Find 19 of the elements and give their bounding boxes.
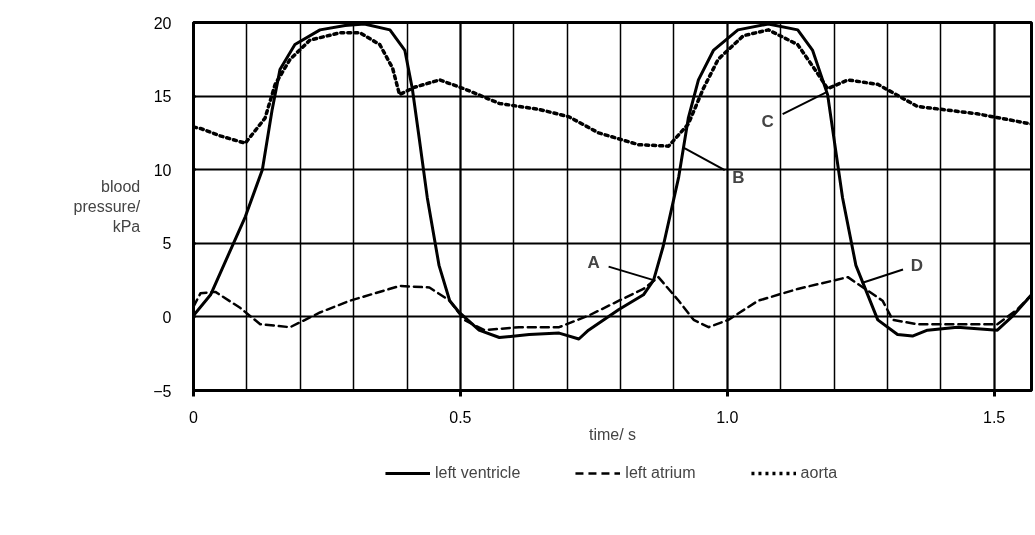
- y-tick-label: 0: [162, 308, 172, 326]
- y-tick-label: −5: [153, 382, 172, 400]
- y-tick-label: 20: [153, 14, 172, 32]
- legend-label: left ventricle: [434, 463, 521, 482]
- y-tick-label: 15: [153, 88, 172, 106]
- legend-label: left atrium: [625, 463, 696, 482]
- annotation: D: [910, 255, 923, 275]
- x-tick-label: 1.5: [983, 408, 1006, 426]
- legend-label: aorta: [800, 463, 838, 482]
- x-tick-label: 1.0: [716, 408, 739, 426]
- x-tick-label: 0: [189, 408, 199, 426]
- x-tick-label: 0.5: [449, 408, 472, 426]
- y-tick-label: 5: [162, 235, 172, 253]
- annotation: C: [761, 112, 774, 132]
- x-axis-title: time/ s: [588, 425, 637, 443]
- annotation: A: [587, 252, 600, 272]
- y-axis-title: blood pressure/ kPa: [73, 177, 141, 236]
- annotation: B: [732, 168, 745, 188]
- y-tick-label: 10: [153, 161, 172, 179]
